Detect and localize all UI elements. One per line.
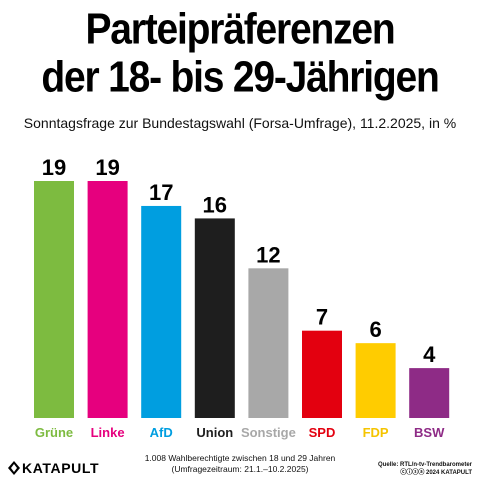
category-label-union: Union	[196, 425, 233, 440]
value-label-afd: 17	[149, 180, 173, 205]
category-label-bsw: BSW	[414, 425, 445, 440]
bar-afd	[141, 205, 182, 418]
footnote-sample: 1.008 Wahlberechtigte zwischen 18 und 29…	[144, 453, 336, 463]
value-label-fdp: 6	[369, 317, 381, 342]
footnote: 1.008 Wahlberechtigte zwischen 18 und 29…	[130, 453, 350, 474]
bar-grüne	[34, 181, 74, 418]
bar-linke	[87, 181, 128, 418]
chart-title-line-1: Parteipräferenzen	[85, 5, 395, 54]
category-label-linke: Linke	[91, 425, 125, 440]
bar-bsw	[409, 368, 450, 418]
chart-subtitle: Sonntagsfrage zur Bundestagswahl (Forsa-…	[23, 115, 457, 131]
footnote-period: (Umfragezeitraum: 21.1.–10.2.2025)	[171, 463, 309, 474]
category-label-sonstige: Sonstige	[241, 425, 296, 440]
source-text: Quelle: RTL/n-tv-Trendbarometer	[377, 462, 472, 468]
category-label-fdp: FDP	[363, 425, 389, 440]
value-label-linke: 19	[95, 155, 119, 180]
category-label-grüne: Grüne	[35, 425, 73, 440]
license-line: ⓒⓘⓢⓐ 2024 KATAPULT	[378, 470, 472, 478]
source-credit: Quelle: RTL/n-tv-Trendbarometer ⓒⓘⓢⓐ 202…	[378, 462, 472, 478]
bar-union	[194, 218, 235, 418]
katapult-logo-icon	[8, 461, 20, 475]
value-label-grüne: 19	[42, 155, 66, 180]
bar-sonstige	[248, 268, 289, 418]
katapult-logo: KATAPULT	[8, 460, 99, 476]
value-label-bsw: 4	[423, 342, 436, 367]
bar-spd	[302, 330, 342, 418]
category-label-afd: AfD	[150, 425, 173, 440]
copyright-text: 2024 KATAPULT	[425, 469, 472, 476]
bar-fdp	[355, 343, 396, 418]
value-label-union: 16	[203, 192, 227, 217]
brand-name: KATAPULT	[22, 460, 100, 476]
license-icons: ⓒⓘⓢⓐ	[400, 469, 426, 476]
value-label-spd: 7	[316, 305, 328, 330]
chart-title-line-2: der 18- bis 29-Jährigen	[41, 53, 439, 102]
category-label-spd: SPD	[309, 425, 336, 440]
value-label-sonstige: 12	[256, 242, 280, 267]
